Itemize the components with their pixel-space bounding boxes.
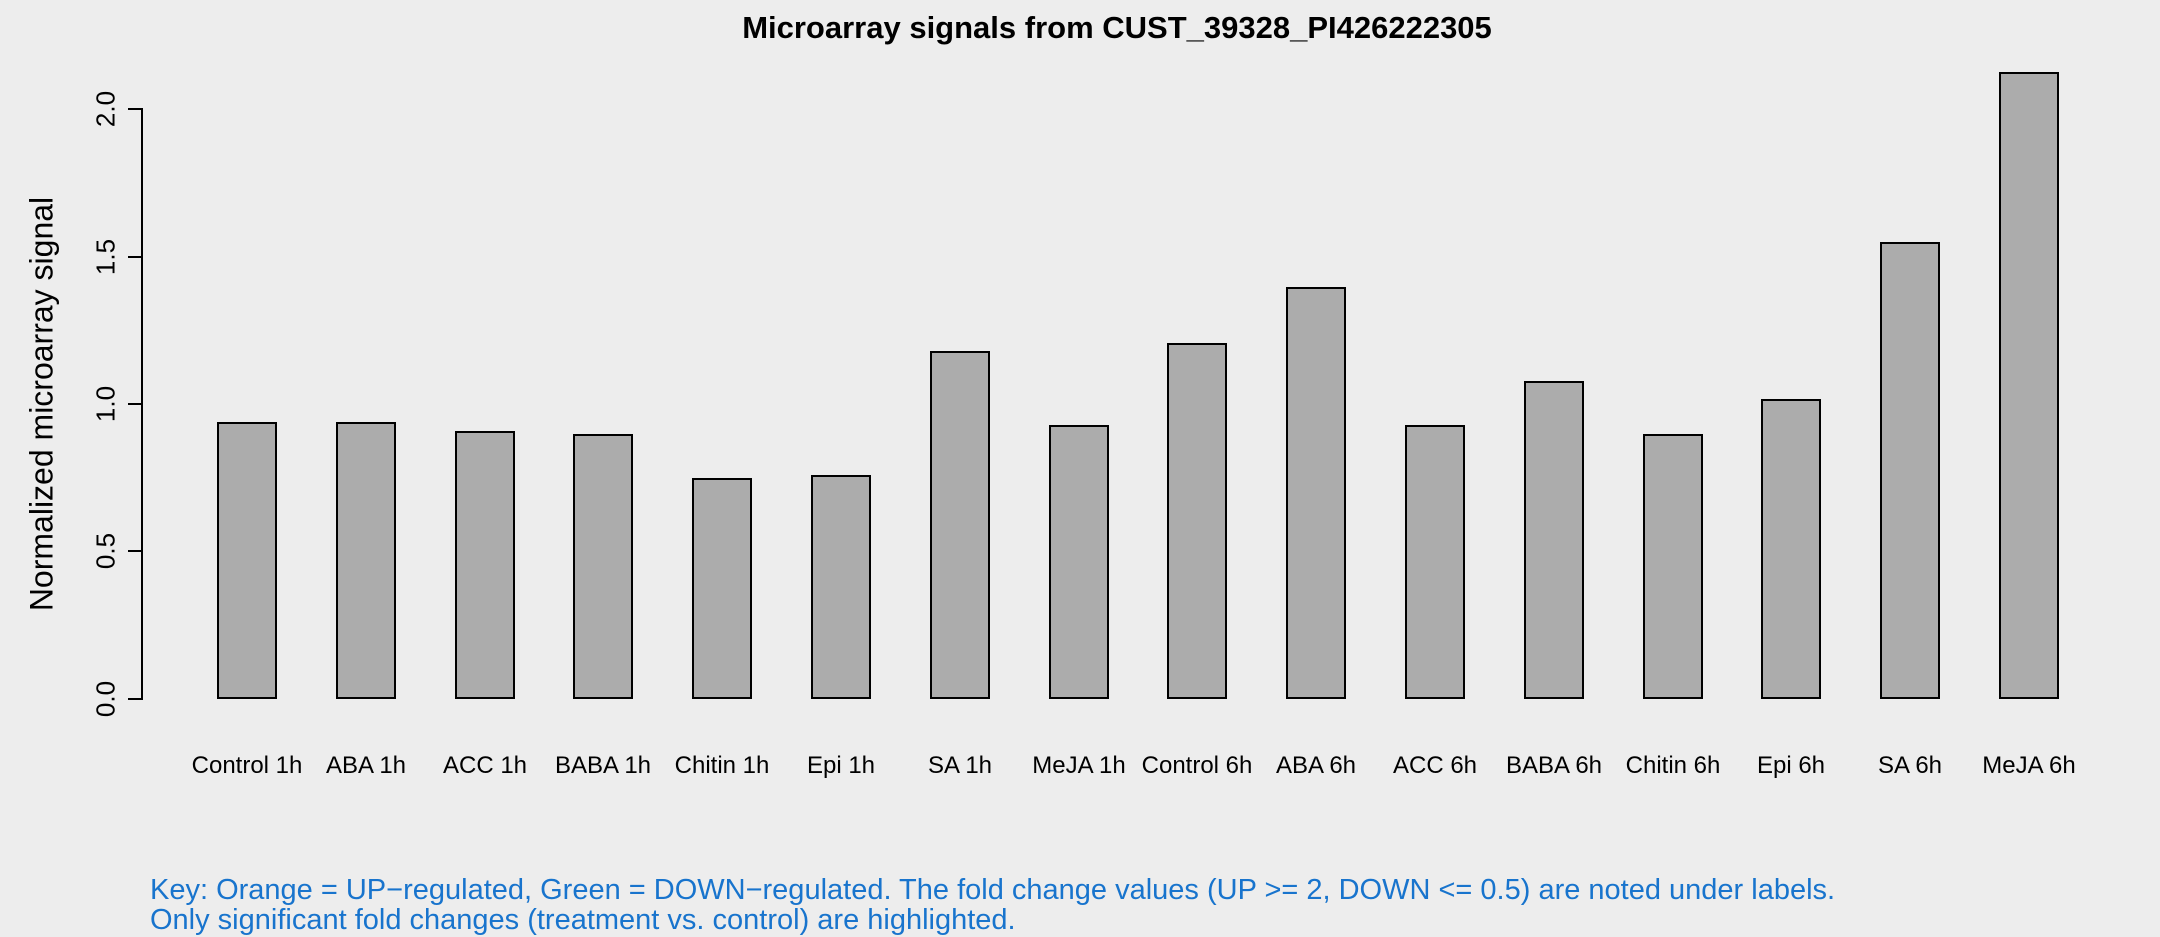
x-axis-label: Control 6h — [1141, 752, 1253, 779]
x-axis-label: Epi 6h — [1756, 752, 1826, 779]
bar-chitin-6h — [1643, 433, 1703, 699]
y-axis-tick — [128, 255, 142, 258]
y-axis-tick-label: 2.0 — [90, 91, 121, 128]
key-note-line1: Key: Orange = UP−regulated, Green = DOWN… — [150, 874, 1836, 906]
bar-control-1h — [217, 421, 277, 699]
chart-title: Microarray signals from CUST_39328_PI426… — [742, 10, 1492, 45]
bar-acc-1h — [455, 430, 515, 699]
y-axis-tick-label: 0.0 — [90, 680, 121, 717]
y-axis-tick-label: 0.5 — [90, 533, 121, 570]
bar-meja-1h — [1049, 424, 1109, 699]
x-axis-label: MeJA 1h — [1032, 752, 1126, 779]
bar-aba-6h — [1286, 286, 1346, 699]
x-axis-label: ACC 6h — [1392, 752, 1478, 779]
x-axis-label: BABA 6h — [1505, 752, 1603, 779]
x-axis-label: ABA 1h — [325, 752, 407, 779]
bar-baba-6h — [1524, 380, 1584, 699]
y-axis-tick — [128, 108, 142, 111]
x-axis-label: ACC 1h — [442, 752, 528, 779]
y-axis-tick-label: 1.0 — [90, 385, 121, 423]
x-axis-label: Chitin 6h — [1625, 752, 1721, 779]
bar-epi-1h — [811, 474, 871, 699]
x-axis-label: Chitin 1h — [674, 752, 770, 779]
y-axis-tick — [128, 550, 142, 553]
x-axis-label: SA 6h — [1877, 752, 1943, 779]
y-axis-line — [141, 108, 143, 700]
x-axis-label: ABA 6h — [1275, 752, 1357, 779]
x-axis-label: MeJA 6h — [1982, 752, 2076, 779]
bar-meja-6h — [1999, 71, 2059, 699]
y-axis-tick — [128, 697, 142, 700]
bar-acc-6h — [1405, 424, 1465, 699]
y-axis-tick-label: 1.5 — [90, 238, 121, 275]
key-note-line2: Only significant fold changes (treatment… — [150, 904, 1016, 936]
bar-aba-1h — [336, 421, 396, 699]
x-axis-label: Epi 1h — [806, 752, 876, 779]
bar-epi-6h — [1761, 398, 1821, 699]
bar-baba-1h — [573, 433, 633, 699]
x-axis-label: BABA 1h — [554, 752, 652, 779]
x-axis-label: Control 1h — [191, 752, 303, 779]
y-axis-label: Normalized microarray signal — [23, 196, 60, 612]
bar-sa-1h — [930, 350, 990, 699]
bar-sa-6h — [1880, 241, 1940, 699]
x-axis-label: SA 1h — [927, 752, 993, 779]
bar-control-6h — [1167, 342, 1227, 699]
y-axis-tick — [128, 402, 142, 405]
bar-chitin-1h — [692, 477, 752, 699]
